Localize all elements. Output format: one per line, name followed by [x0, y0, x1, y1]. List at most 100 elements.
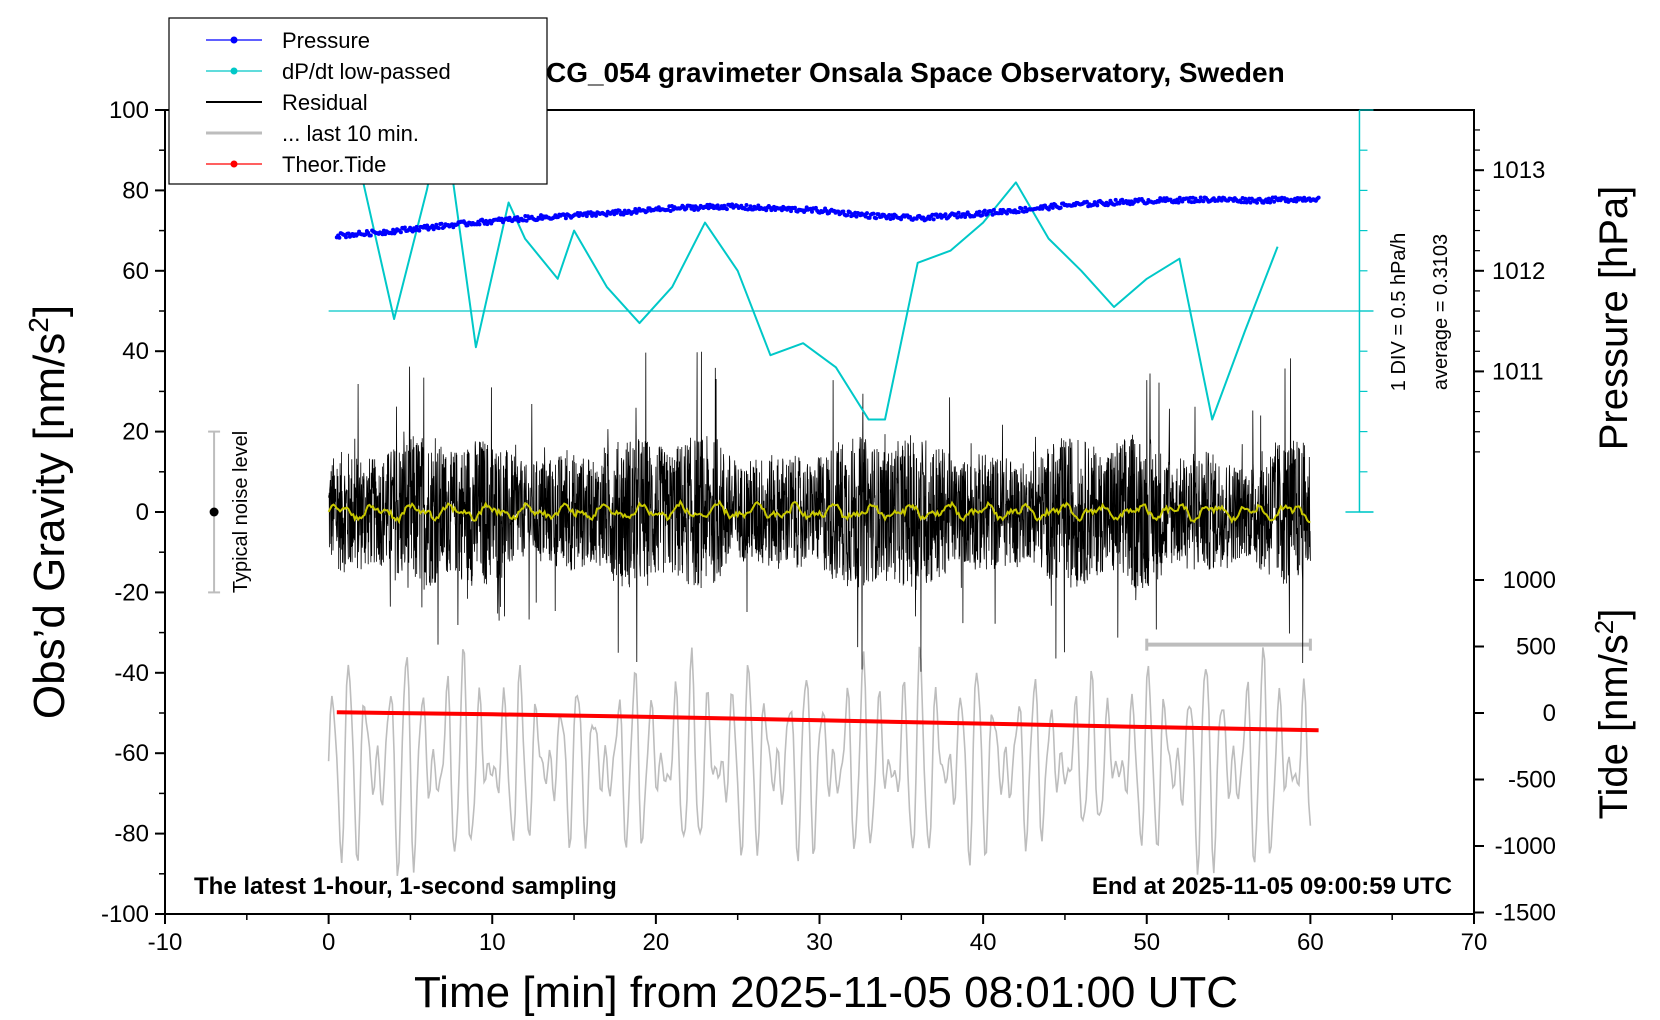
legend-item-last10: ... last 10 min.: [206, 121, 419, 146]
residual-trace: [328, 351, 1311, 672]
pressure-point: [931, 217, 936, 222]
legend-dot-tide: [230, 160, 238, 168]
average-label: average = 0.3103: [1430, 234, 1452, 390]
pressure-point: [344, 235, 348, 240]
pressure-point: [977, 209, 982, 214]
legend-label-tide: Theor.Tide: [282, 152, 386, 177]
pressure-point: [841, 209, 846, 214]
tide-tick-label: -1000: [1495, 833, 1556, 860]
y-axis-title-sup: 2: [23, 317, 54, 333]
chart-series: [208, 109, 1374, 877]
pressure-axis-title: Pressure [hPa]: [1592, 186, 1636, 451]
pressure-point: [1113, 197, 1118, 202]
y-tick-label: -40: [114, 660, 149, 687]
pressure-point: [810, 209, 814, 214]
pressure-point: [1201, 199, 1206, 204]
pressure-point: [874, 216, 879, 221]
x-tick-label: 60: [1297, 929, 1324, 956]
tide-tick-label: 500: [1516, 634, 1556, 661]
pressure-tick-label: 1013: [1492, 157, 1545, 184]
pressure-point: [756, 203, 761, 208]
y-axis-title: Obs’d Gravity [nm/s2]: [23, 305, 74, 719]
tide-tick-label: 1000: [1503, 567, 1556, 594]
pressure-point: [439, 221, 444, 226]
pressure-point: [692, 208, 697, 212]
legend-label-residual: Residual: [282, 90, 368, 115]
footer-left: The latest 1-hour, 1-second sampling: [194, 873, 617, 900]
tide-tick-label: -500: [1508, 767, 1556, 794]
pressure-point: [1255, 200, 1259, 205]
tide-axis-title-main: Tide [nm/s: [1592, 634, 1636, 819]
pressure-point: [617, 208, 622, 213]
pressure-point: [1272, 199, 1277, 204]
pressure-point: [398, 230, 403, 235]
y-tick-label: -80: [114, 821, 149, 848]
pressure-point: [943, 212, 948, 217]
y-tick-label: 100: [109, 97, 149, 124]
pressure-point: [789, 209, 793, 214]
pressure-point: [1050, 205, 1055, 210]
pressure-point: [1248, 200, 1253, 205]
pressure-point: [1120, 197, 1125, 202]
pressure-point: [748, 204, 753, 209]
x-tick-label: -10: [148, 929, 183, 956]
pressure-point: [956, 210, 961, 215]
tide-tick-label: -1500: [1495, 900, 1556, 927]
pressure-point: [645, 209, 649, 214]
dpdt-trace: [360, 109, 1279, 421]
pressure-point: [1046, 207, 1051, 212]
legend-label-dpdt: dP/dt low-passed: [282, 59, 451, 84]
pressure-point: [584, 214, 589, 219]
y-axis-title-main: Obs’d Gravity [nm/s: [25, 333, 74, 719]
pressure-point: [1117, 201, 1122, 206]
last-10-min-trace: [327, 646, 1312, 877]
x-tick-label: 10: [479, 929, 506, 956]
axis-ticks: -10 0 10 20 30 40 50 60 70100806040200-20-40-60-…: [101, 97, 1556, 956]
noise-bar-center: [209, 507, 219, 517]
x-axis-title: Time [min] from 2025-11-05 08:01:00 UTC: [414, 968, 1238, 1017]
pressure-point: [368, 233, 373, 238]
x-tick-label: 30: [806, 929, 833, 956]
pressure-point: [1058, 205, 1063, 210]
noise-level-label: Typical noise level: [230, 431, 252, 593]
residual-smoothed-trace: [327, 499, 1311, 525]
tide-axis-title: Tide [nm/s2]: [1589, 609, 1636, 820]
pressure-point: [604, 213, 609, 218]
pressure-point: [891, 216, 896, 221]
tide-tick-label: 0: [1543, 700, 1556, 727]
pressure-point: [1268, 200, 1273, 205]
pressure-point: [563, 216, 568, 221]
legend-item-dpdt: dP/dt low-passed: [206, 59, 451, 84]
pressure-tick-label: 1011: [1492, 358, 1544, 385]
dpdt-scale-label: 1 DIV = 0.5 hPa/h: [1388, 233, 1410, 391]
pressure-point: [436, 226, 441, 231]
legend-item-tide: Theor.Tide: [206, 152, 386, 177]
y-tick-label: -20: [114, 579, 149, 606]
x-tick-label: 50: [1133, 929, 1160, 956]
y-tick-label: 0: [136, 499, 149, 526]
pressure-point: [871, 211, 876, 216]
tide-axis-title-close: ]: [1592, 609, 1636, 620]
pressure-point: [1316, 195, 1321, 200]
x-tick-label: 70: [1461, 929, 1488, 956]
pressure-point: [854, 214, 859, 219]
pressure-point: [845, 213, 850, 218]
x-tick-label: 0: [322, 929, 335, 956]
pressure-point: [1084, 199, 1089, 204]
footer-right: End at 2025-11-05 09:00:59 UTC: [1092, 873, 1452, 900]
tide-trace: [336, 710, 1319, 733]
pressure-point: [1016, 210, 1021, 215]
pressure-point: [515, 215, 520, 220]
pressure-point: [477, 222, 482, 227]
pressure-point: [865, 211, 869, 216]
y-tick-label: 80: [122, 177, 149, 204]
x-tick-label: 20: [643, 929, 670, 956]
pressure-point: [1023, 205, 1028, 210]
pressure-point: [402, 225, 407, 230]
pressure-trace: [334, 195, 1321, 240]
pressure-point: [715, 203, 720, 208]
y-tick-label: 60: [122, 258, 149, 285]
pressure-point: [524, 218, 529, 223]
pressure-point: [417, 228, 422, 233]
